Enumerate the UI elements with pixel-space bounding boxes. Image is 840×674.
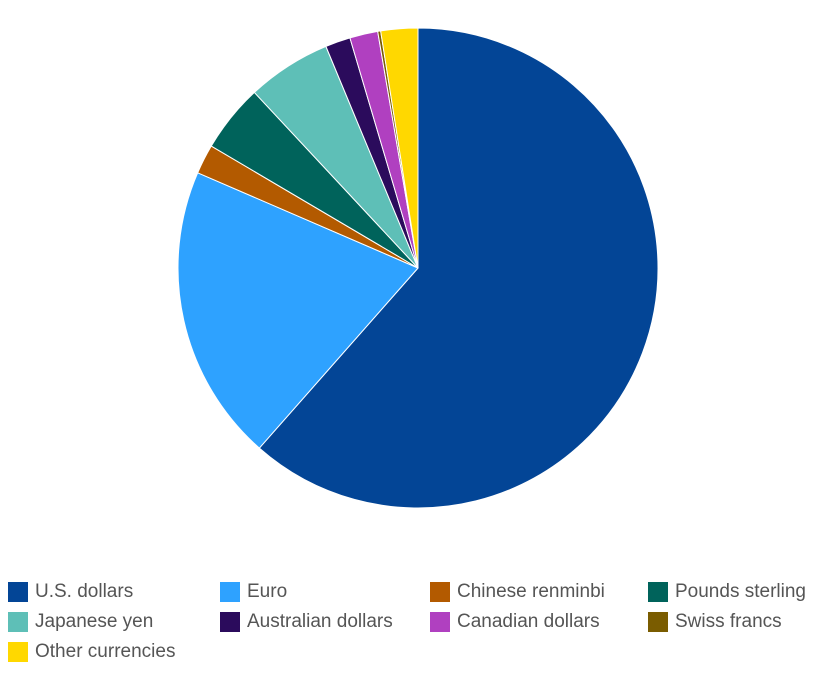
legend-label: Other currencies [35, 641, 175, 662]
legend-swatch [430, 582, 450, 602]
legend-label: U.S. dollars [35, 581, 133, 602]
pie-slice [177, 172, 419, 449]
legend-swatch [220, 612, 240, 632]
legend-swatch [648, 582, 668, 602]
legend-swatch [8, 642, 28, 662]
legend-label: Chinese renminbi [457, 581, 605, 602]
pie-slice [380, 27, 419, 269]
legend-swatch [430, 612, 450, 632]
legend-swatch [8, 582, 28, 602]
legend-label: Swiss francs [675, 611, 782, 632]
legend-swatch [8, 612, 28, 632]
legend-label: Canadian dollars [457, 611, 600, 632]
legend-label: Japanese yen [35, 611, 153, 632]
legend-label: Australian dollars [247, 611, 393, 632]
pie-slice [258, 27, 659, 509]
legend-swatch [220, 582, 240, 602]
legend-swatch [648, 612, 668, 632]
legend-label: Pounds sterling [675, 581, 806, 602]
legend-label: Euro [247, 581, 287, 602]
